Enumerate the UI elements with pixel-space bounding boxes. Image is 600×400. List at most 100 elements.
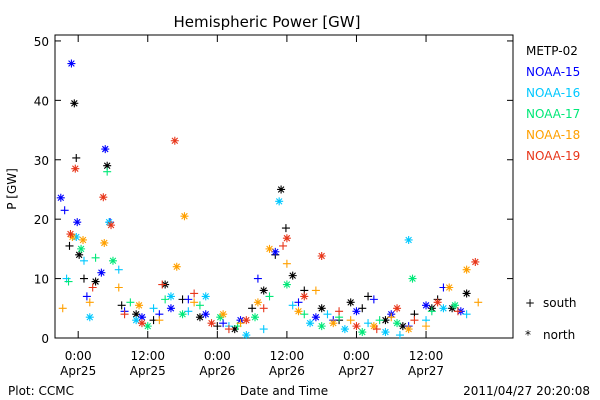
data-point-north — [393, 319, 402, 328]
x-tick-label-time: 12:00 — [130, 349, 165, 363]
data-point-south — [149, 304, 158, 313]
data-point-north — [251, 313, 260, 322]
data-point-north — [404, 235, 413, 244]
footer-plot-credit: Plot: CCMC — [8, 384, 74, 398]
y-tick-label: 50 — [34, 35, 49, 49]
data-point-north — [253, 298, 262, 307]
data-point-south — [190, 289, 199, 298]
data-point-south — [300, 310, 309, 319]
y-tick-label: 10 — [34, 273, 49, 287]
data-point-north — [201, 292, 210, 301]
data-point-south — [103, 167, 112, 176]
data-point-north — [195, 313, 204, 322]
data-point-south — [219, 319, 228, 328]
data-point-south — [311, 286, 320, 295]
data-point-south — [369, 295, 378, 304]
data-point-north — [462, 265, 471, 274]
data-point-north — [288, 271, 297, 280]
data-point-north — [306, 319, 315, 328]
data-point-north — [230, 325, 239, 334]
data-point-north — [143, 322, 152, 331]
data-point-north — [85, 313, 94, 322]
data-point-north — [137, 319, 146, 328]
data-point-north — [471, 257, 480, 266]
data-point-north — [103, 161, 112, 170]
legend-marker-symbol: + — [525, 296, 535, 310]
data-point-north — [259, 286, 268, 295]
legend-marker-label: south — [543, 296, 577, 310]
legend-series-label: NOAA-16 — [526, 86, 580, 100]
data-point-south — [358, 304, 367, 313]
footer-timestamp: 2011/04/27 20:20:08 — [463, 384, 590, 398]
data-point-north — [170, 136, 179, 145]
data-point-south — [346, 316, 355, 325]
data-point-south — [372, 325, 381, 334]
data-point-north — [317, 304, 326, 313]
data-point-north — [439, 304, 448, 313]
data-point-north — [100, 238, 109, 247]
data-point-south — [184, 295, 193, 304]
data-point-south — [79, 256, 88, 265]
data-point-north — [99, 193, 108, 202]
data-point-north — [300, 292, 309, 301]
data-point-north — [79, 235, 88, 244]
y-tick-label: 0 — [41, 332, 49, 346]
data-point-north — [180, 212, 189, 221]
data-point-north — [77, 244, 86, 253]
data-point-south — [279, 241, 288, 250]
legend-series-label: NOAA-17 — [526, 107, 580, 121]
data-point-north — [166, 292, 175, 301]
legend-series-label: NOAA-18 — [526, 128, 580, 142]
data-point-south — [184, 307, 193, 316]
data-point-south — [65, 241, 74, 250]
legend: METP-02 NOAA-15 NOAA-16 NOAA-17 NOAA-18 NOAA-… — [525, 44, 580, 342]
data-point-south — [224, 325, 233, 334]
data-point-south — [120, 310, 129, 319]
data-point-north — [107, 221, 116, 230]
data-point-south — [427, 307, 436, 316]
data-point-north — [105, 218, 114, 227]
data-point-south — [375, 316, 384, 325]
data-point-north — [311, 313, 320, 322]
y-tick-label: 20 — [34, 213, 49, 227]
data-point-north — [73, 218, 82, 227]
x-tick-label-time: 0:00 — [343, 349, 370, 363]
data-point-south — [236, 319, 245, 328]
data-point-north — [398, 322, 407, 331]
data-point-north — [68, 233, 77, 241]
data-point-south — [114, 283, 123, 292]
x-tick-label-time: 0:00 — [65, 349, 92, 363]
data-point-south — [281, 224, 290, 233]
data-point-south — [253, 274, 262, 283]
data-point-south — [265, 292, 274, 301]
data-point-north — [101, 145, 110, 154]
data-point-south — [82, 292, 91, 301]
data-point-south — [462, 310, 471, 319]
data-point-north — [433, 298, 442, 307]
data-point-north — [132, 316, 141, 325]
data-point-north — [369, 322, 378, 331]
data-point-south — [410, 316, 419, 325]
data-point-north — [271, 247, 280, 256]
data-point-north — [172, 262, 181, 271]
data-point-south — [85, 298, 94, 307]
data-point-north — [393, 304, 402, 313]
data-point-north — [451, 301, 460, 310]
data-point-north — [381, 316, 390, 325]
x-tick-label-date: Apr25 — [130, 364, 166, 378]
x-tick-label-date: Apr27 — [408, 364, 444, 378]
data-point-south — [60, 206, 69, 215]
data-point-south — [158, 280, 167, 289]
chart-title: Hemispheric Power [GW] — [174, 13, 361, 31]
data-point-north — [317, 252, 326, 261]
data-point-north — [265, 244, 274, 253]
data-markers — [56, 59, 483, 340]
data-point-south — [195, 301, 204, 310]
data-point-north — [242, 331, 251, 340]
data-point-south — [58, 304, 67, 313]
data-point-north — [207, 319, 216, 328]
data-point-south — [248, 304, 257, 313]
data-point-north — [216, 313, 225, 322]
data-point-north — [242, 316, 251, 325]
